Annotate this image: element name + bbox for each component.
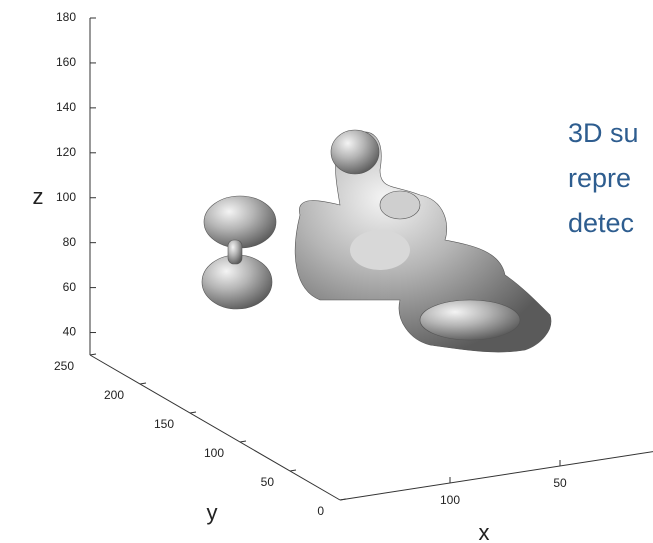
surface (202, 130, 551, 352)
x-axis-title: x (479, 520, 490, 543)
z-tick-label: 60 (63, 280, 77, 294)
z-tick-label: 120 (56, 145, 76, 159)
y-tick-mark (240, 441, 246, 442)
y-tick-label: 50 (261, 475, 275, 489)
y-axis-title: y (207, 500, 218, 525)
blob (420, 300, 520, 340)
x-axis-line (340, 449, 653, 500)
y-tick-label: 0 (317, 504, 324, 518)
blob (331, 130, 379, 174)
y-tick-mark (290, 470, 296, 471)
y-tick-mark (90, 354, 96, 355)
blob (350, 230, 410, 270)
blob (380, 191, 420, 219)
y-tick-mark (140, 383, 146, 384)
z-axis-title: z (33, 184, 44, 209)
y-tick-label: 250 (54, 359, 74, 373)
annotation: repre (568, 163, 631, 193)
z-tick-label: 180 (56, 10, 76, 24)
z-tick-label: 100 (56, 190, 76, 204)
y-tick-label: 150 (154, 417, 174, 431)
y-tick-label: 200 (104, 388, 124, 402)
z-tick-label: 140 (56, 100, 76, 114)
z-tick-label: 40 (63, 325, 77, 339)
annotation: detec (568, 208, 634, 238)
z-tick-label: 160 (56, 55, 76, 69)
x-tick-label: 50 (553, 476, 567, 490)
y-tick-mark (190, 412, 196, 413)
annotation: 3D su (568, 118, 639, 148)
x-tick-label: 100 (440, 493, 460, 507)
z-tick-label: 80 (63, 235, 77, 249)
y-tick-label: 100 (204, 446, 224, 460)
y-axis-line (90, 355, 340, 500)
blob (228, 240, 242, 264)
chart: z y x 40 60 80 100 120 140 160 180 0 50 100 150 200 2… (0, 0, 653, 543)
blob (204, 196, 276, 248)
